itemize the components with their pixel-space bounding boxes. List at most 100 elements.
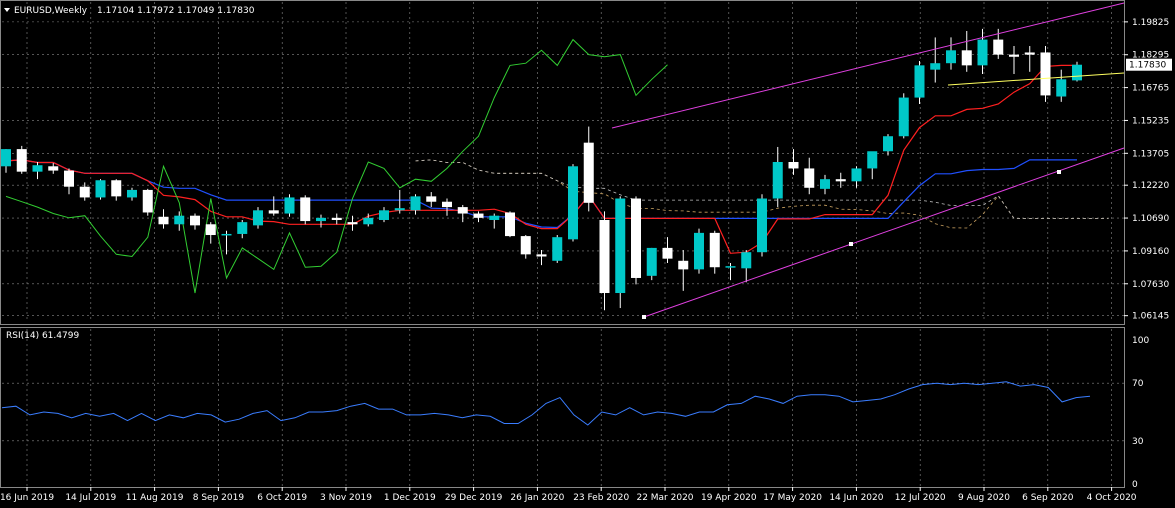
candle[interactable] (221, 230, 232, 255)
time-tick-label: 17 May 2020 (763, 493, 822, 503)
time-axis: 16 Jun 2019 14 Jul 2019 11 Aug 2019 8 Sep 2… (0, 487, 1137, 503)
candle[interactable] (835, 172, 846, 188)
current-price-label: 1.17830 (1129, 61, 1166, 71)
candle[interactable] (505, 211, 515, 238)
rsi-tick-label: 100 (1132, 336, 1149, 346)
candle[interactable] (300, 195, 311, 225)
candle[interactable] (95, 179, 106, 200)
candle[interactable] (174, 211, 185, 231)
candle[interactable] (316, 214, 326, 228)
candle[interactable] (804, 157, 815, 195)
candle[interactable] (442, 198, 452, 216)
time-tick-label: 19 Apr 2020 (701, 493, 757, 503)
candle[interactable] (64, 168, 74, 195)
candle[interactable] (363, 213, 374, 227)
grid (2, 2, 1124, 486)
candle[interactable] (930, 37, 941, 83)
candle[interactable] (725, 262, 736, 281)
bear-candle-body (678, 260, 689, 270)
candle[interactable] (552, 235, 563, 263)
candle[interactable] (1009, 46, 1019, 74)
candle[interactable] (615, 196, 626, 309)
candle[interactable] (914, 61, 925, 105)
time-tick-label: 26 Jan 2020 (510, 493, 564, 503)
candle[interactable] (190, 213, 200, 230)
candle[interactable] (410, 194, 421, 215)
bull-candle-body (820, 179, 830, 189)
candle[interactable] (127, 187, 137, 201)
candle[interactable] (788, 149, 799, 175)
trend-line[interactable] (947, 72, 1125, 86)
candle[interactable] (111, 179, 122, 201)
candle[interactable] (32, 162, 43, 180)
candle[interactable] (158, 209, 169, 229)
bear-candle-body (709, 232, 720, 268)
bear-candle-body (1024, 52, 1035, 55)
anchor-point[interactable] (1057, 170, 1061, 174)
candle[interactable] (757, 194, 767, 257)
candle[interactable] (489, 213, 500, 229)
bull-candle-body (946, 50, 956, 64)
channel-lower-line[interactable] (643, 147, 1125, 318)
bull-candle-body (898, 97, 909, 137)
candle[interactable] (820, 174, 830, 195)
bull-candle-body (772, 162, 783, 199)
candle[interactable] (268, 196, 279, 216)
candle[interactable] (883, 134, 893, 156)
candle[interactable] (394, 189, 405, 214)
candle[interactable] (79, 182, 90, 201)
candle[interactable] (867, 151, 878, 180)
candle[interactable] (284, 194, 295, 217)
anchor-point[interactable] (642, 315, 646, 319)
candle[interactable] (1024, 46, 1035, 72)
channel-upper-line[interactable] (611, 2, 1125, 129)
candle[interactable] (205, 222, 216, 244)
candle[interactable] (48, 163, 59, 174)
candle[interactable] (331, 213, 342, 225)
time-tick-label: 6 Oct 2019 (257, 493, 307, 503)
candle[interactable] (694, 228, 704, 274)
candle[interactable] (520, 235, 531, 259)
candle[interactable] (599, 211, 610, 311)
candle[interactable] (1, 149, 11, 173)
candle[interactable] (741, 250, 752, 283)
candle[interactable] (646, 247, 657, 281)
candle[interactable] (457, 204, 468, 223)
bear-candle-body (804, 168, 815, 188)
channel-lines[interactable] (611, 2, 1125, 319)
candle[interactable] (253, 207, 263, 229)
candle[interactable] (898, 93, 909, 139)
candle[interactable] (583, 126, 594, 212)
candle[interactable] (1056, 69, 1067, 102)
candle[interactable] (662, 237, 673, 263)
candle[interactable] (426, 192, 437, 208)
candle[interactable] (946, 37, 956, 70)
bear-candle-body (835, 179, 846, 182)
candle[interactable] (16, 145, 27, 174)
bear-candle-body (142, 189, 153, 213)
candle[interactable] (961, 30, 972, 72)
candle[interactable] (237, 219, 248, 239)
candle[interactable] (772, 146, 783, 208)
candle[interactable] (1040, 46, 1051, 102)
candle[interactable] (142, 188, 153, 216)
candle[interactable] (347, 215, 358, 231)
candle[interactable] (379, 207, 389, 223)
time-tick-label: 9 Aug 2020 (958, 493, 1010, 503)
candle[interactable] (1072, 61, 1082, 82)
candle[interactable] (977, 28, 988, 74)
candle[interactable] (536, 250, 547, 266)
candle[interactable] (851, 166, 862, 188)
candle[interactable] (473, 211, 484, 223)
anchor-point[interactable] (849, 242, 853, 246)
bear-candle-body (331, 217, 342, 220)
candle[interactable] (568, 164, 578, 242)
bull-candle-body (914, 65, 925, 98)
bull-candle-body (221, 233, 232, 236)
candle[interactable] (678, 250, 689, 291)
candle[interactable] (709, 230, 720, 274)
time-tick-label: 22 Mar 2020 (636, 493, 693, 503)
dropdown-arrow-icon[interactable] (4, 8, 10, 12)
candle[interactable] (631, 196, 641, 285)
